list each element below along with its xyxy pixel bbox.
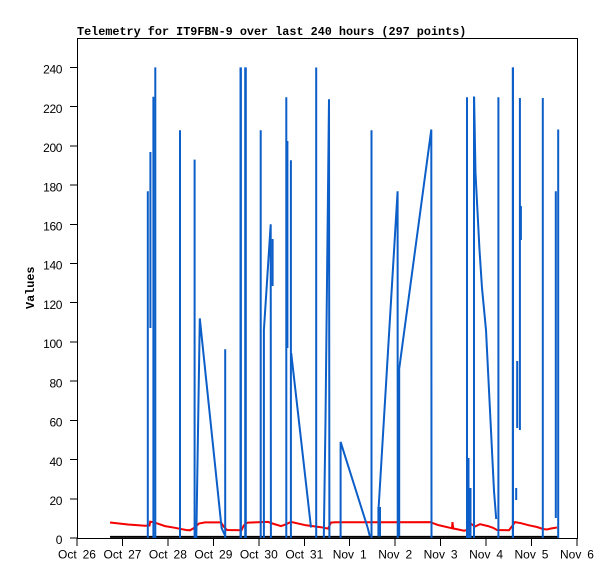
svg-text:60: 60 — [49, 416, 62, 430]
svg-text:Oct 29: Oct 29 — [194, 548, 232, 562]
svg-text:Oct 31: Oct 31 — [285, 548, 323, 562]
svg-text:Oct 26: Oct 26 — [58, 548, 96, 562]
svg-text:180: 180 — [43, 180, 63, 194]
svg-text:Nov 5: Nov 5 — [515, 548, 549, 562]
svg-text:Nov 2: Nov 2 — [378, 548, 412, 562]
svg-text:Oct 30: Oct 30 — [240, 548, 278, 562]
svg-text:120: 120 — [43, 298, 63, 312]
svg-text:80: 80 — [49, 376, 62, 390]
svg-text:Nov 6: Nov 6 — [560, 548, 594, 562]
svg-text:Values: Values — [24, 267, 38, 309]
svg-text:240: 240 — [43, 63, 63, 77]
svg-text:220: 220 — [43, 102, 63, 116]
svg-text:Nov 3: Nov 3 — [424, 548, 458, 562]
svg-text:100: 100 — [43, 337, 63, 351]
svg-text:Oct 27: Oct 27 — [104, 548, 142, 562]
svg-text:20: 20 — [49, 494, 62, 508]
svg-text:Nov 1: Nov 1 — [333, 548, 367, 562]
svg-text:0: 0 — [56, 533, 63, 547]
svg-text:200: 200 — [43, 141, 63, 155]
svg-text:Oct 28: Oct 28 — [149, 548, 187, 562]
svg-text:Telemetry for IT9FBN-9 over la: Telemetry for IT9FBN-9 over last 240 hou… — [77, 25, 466, 39]
svg-text:140: 140 — [43, 259, 63, 273]
svg-text:40: 40 — [49, 455, 62, 469]
svg-text:160: 160 — [43, 220, 63, 234]
svg-text:Nov 4: Nov 4 — [469, 548, 503, 562]
